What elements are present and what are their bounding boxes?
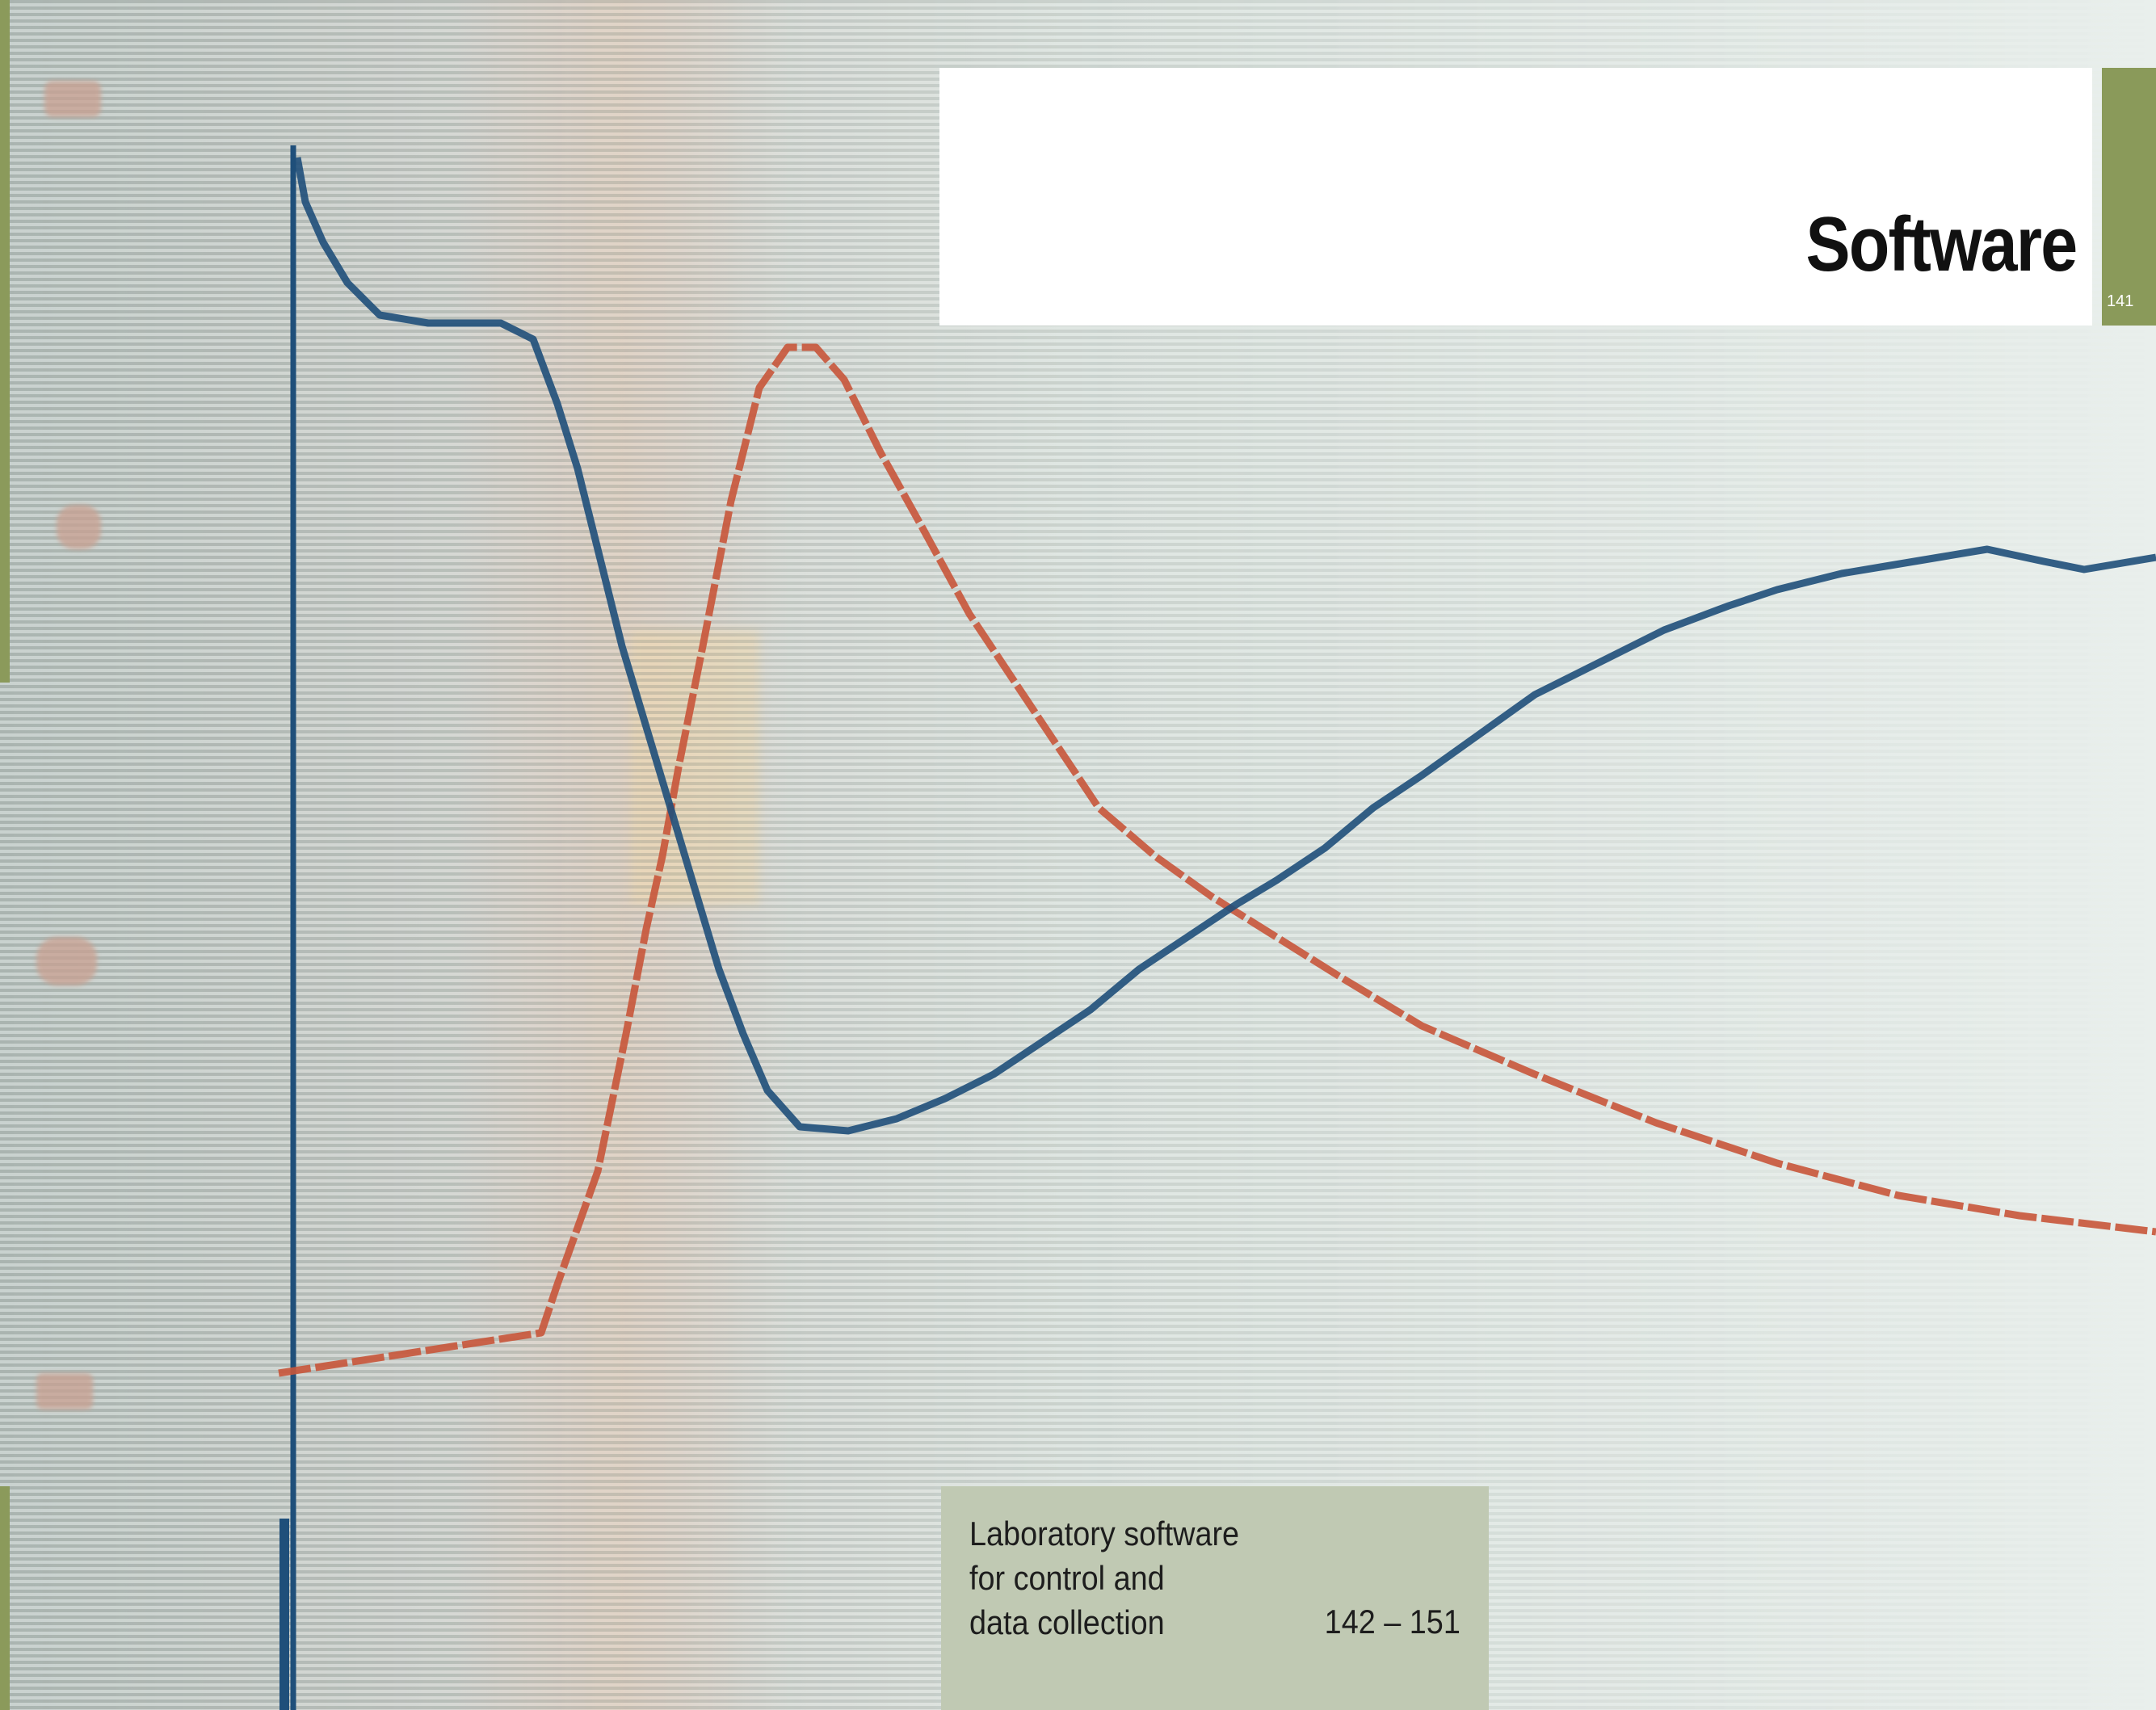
toc-entry-line-2: for control and — [969, 1559, 1165, 1597]
left-accent-bar-bottom — [0, 1486, 10, 1710]
left-accent-bar-top — [0, 0, 10, 683]
title-panel: Software — [939, 68, 2092, 326]
toc-panel: Laboratory software for control and data… — [941, 1486, 1489, 1710]
toc-entry-line-3[interactable]: data collection — [969, 1603, 1165, 1641]
toc-entry-line-1: Laboratory software — [969, 1515, 1240, 1552]
toc-page-range[interactable]: 142 – 151 — [1324, 1603, 1460, 1641]
page-number: 141 — [2107, 292, 2134, 310]
chapter-tab: 141 — [2102, 68, 2156, 326]
blue-trace — [293, 157, 2156, 1135]
page-title: Software — [1805, 201, 2078, 288]
red-trace — [278, 343, 2156, 1377]
